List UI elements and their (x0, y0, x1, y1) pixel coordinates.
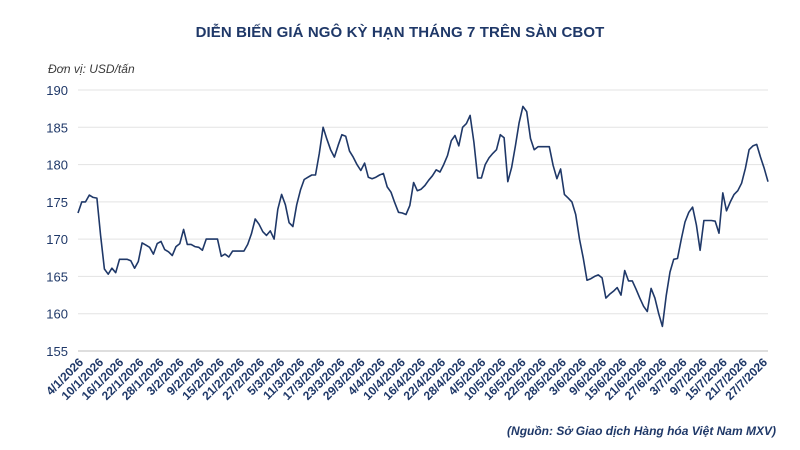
source-note: (Nguồn: Sở Giao dịch Hàng hóa Việt Nam M… (507, 424, 776, 438)
y-tick-label: 160 (46, 307, 68, 322)
price-series-line (77, 105, 769, 328)
y-tick-label: 175 (46, 195, 68, 210)
y-tick-label: 165 (46, 269, 68, 284)
unit-label: Đơn vị: USD/tấn (48, 62, 135, 76)
y-tick-label: 170 (46, 232, 68, 247)
y-tick-label: 155 (46, 344, 68, 359)
y-tick-label: 190 (46, 83, 68, 98)
y-tick-label: 185 (46, 120, 68, 135)
chart-title: DIỄN BIẾN GIÁ NGÔ KỲ HẠN THÁNG 7 TRÊN SÀ… (195, 24, 605, 41)
y-tick-label: 180 (46, 158, 68, 173)
